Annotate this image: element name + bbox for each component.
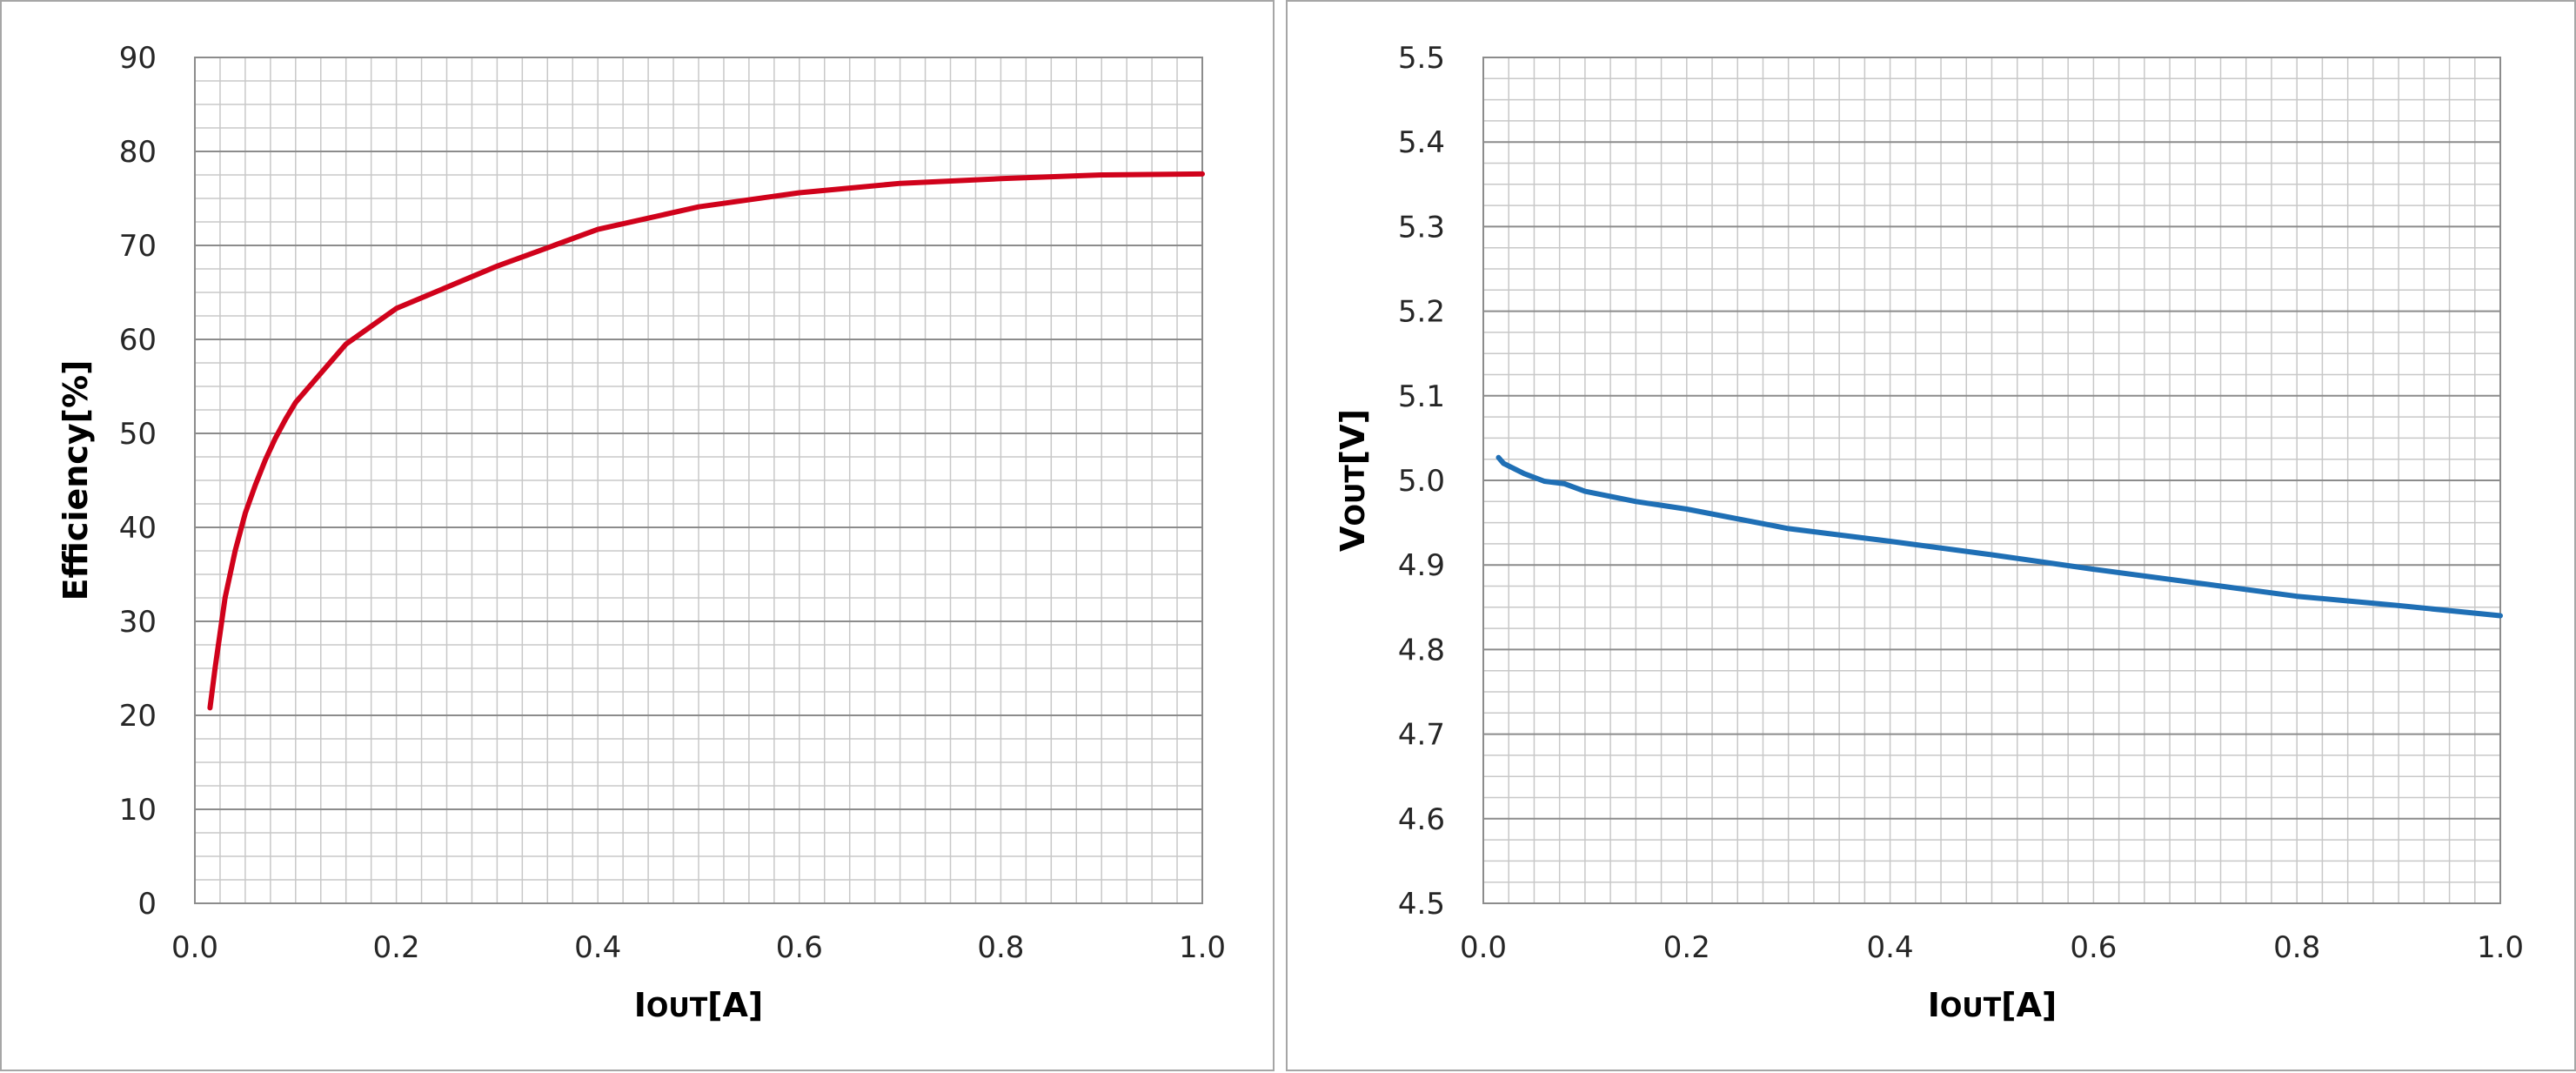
- y-tick-label: 5.3: [1398, 210, 1445, 245]
- x-tick-label: 0.2: [1663, 930, 1710, 965]
- y-tick-label: 80: [119, 135, 157, 170]
- plot-area-border: [194, 57, 1203, 904]
- y-tick-label: 30: [119, 605, 157, 640]
- y-tick-label: 4.9: [1398, 548, 1445, 583]
- y-tick-label: 40: [119, 511, 157, 546]
- efficiency-chart-panel: 0 10 20 30 40 50 60 70 80 90 0.0 0.2 0.4 0.6 0.8 1.0 IOU…: [0, 0, 1275, 1071]
- grid: [1482, 57, 2501, 904]
- y-tick-label: 4.6: [1398, 802, 1445, 837]
- x-tick-label: 0.8: [977, 930, 1024, 965]
- y-tick-label: 10: [119, 793, 157, 828]
- x-axis-title-unit: [A]: [707, 986, 763, 1024]
- x-tick-label: 0.0: [1460, 930, 1507, 965]
- x-tick-label: 0.8: [2273, 930, 2320, 965]
- y-axis-title: Efficiency[%]: [57, 360, 95, 601]
- x-tick-label: 0.0: [171, 930, 218, 965]
- efficiency-chart: 0 10 20 30 40 50 60 70 80 90 0.0 0.2 0.4 0.6 0.8 1.0 IOU…: [57, 41, 1226, 1024]
- y-tick-label: 90: [119, 41, 157, 76]
- x-tick-label: 0.4: [574, 930, 621, 965]
- plot-area-border: [1482, 57, 2501, 904]
- x-tick-label: 0.2: [373, 930, 420, 965]
- x-axis-title-unit: [A]: [2001, 986, 2057, 1024]
- grid: [194, 57, 1203, 904]
- vout-chart: 4.5 4.6 4.7 4.8 4.9 5.0 5.1 5.2 5.3 5.4 5.5 0.0 0.2 0…: [1334, 41, 2524, 1024]
- y-tick-label: 5.4: [1398, 125, 1445, 160]
- y-tick-label: 0: [137, 887, 157, 922]
- x-axis-title-main: I: [1928, 986, 1940, 1024]
- y-axis-title-unit: [V]: [1334, 409, 1372, 465]
- x-axis-title: IOUT[A]: [634, 986, 764, 1024]
- y-tick-label: 50: [119, 417, 157, 452]
- y-axis-title-main: Efficiency[%]: [57, 360, 95, 601]
- y-tick-label: 5.2: [1398, 295, 1445, 330]
- x-tick-label: 0.6: [776, 930, 823, 965]
- x-axis-title-sub: OUT: [1940, 993, 2002, 1023]
- y-tick-label: 70: [119, 229, 157, 264]
- y-tick-label: 4.7: [1398, 718, 1445, 753]
- y-tick-label: 5.1: [1398, 379, 1445, 414]
- y-tick-label: 4.5: [1398, 887, 1445, 922]
- y-axis-title-main: V: [1334, 526, 1372, 552]
- x-tick-label: 1.0: [1179, 930, 1226, 965]
- x-axis-title-sub: OUT: [646, 993, 708, 1023]
- y-axis-title-sub: OUT: [1341, 465, 1371, 526]
- x-axis-title: IOUT[A]: [1928, 986, 2057, 1024]
- series-line: [207, 171, 1205, 711]
- x-axis-title-main: I: [634, 986, 646, 1024]
- y-axis-title: VOUT[V]: [1334, 409, 1372, 552]
- x-tick-label: 1.0: [2477, 930, 2524, 965]
- y-tick-label: 60: [119, 323, 157, 358]
- y-tick-label: 5.0: [1398, 464, 1445, 499]
- y-tick-label: 5.5: [1398, 41, 1445, 76]
- vout-chart-panel: 4.5 4.6 4.7 4.8 4.9 5.0 5.1 5.2 5.3 5.4 5.5 0.0 0.2 0…: [1286, 0, 2576, 1071]
- y-tick-label: 4.8: [1398, 633, 1445, 667]
- series-line: [1495, 454, 2503, 619]
- y-tick-label: 20: [119, 699, 157, 734]
- x-tick-label: 0.6: [2070, 930, 2117, 965]
- x-tick-label: 0.4: [1867, 930, 1914, 965]
